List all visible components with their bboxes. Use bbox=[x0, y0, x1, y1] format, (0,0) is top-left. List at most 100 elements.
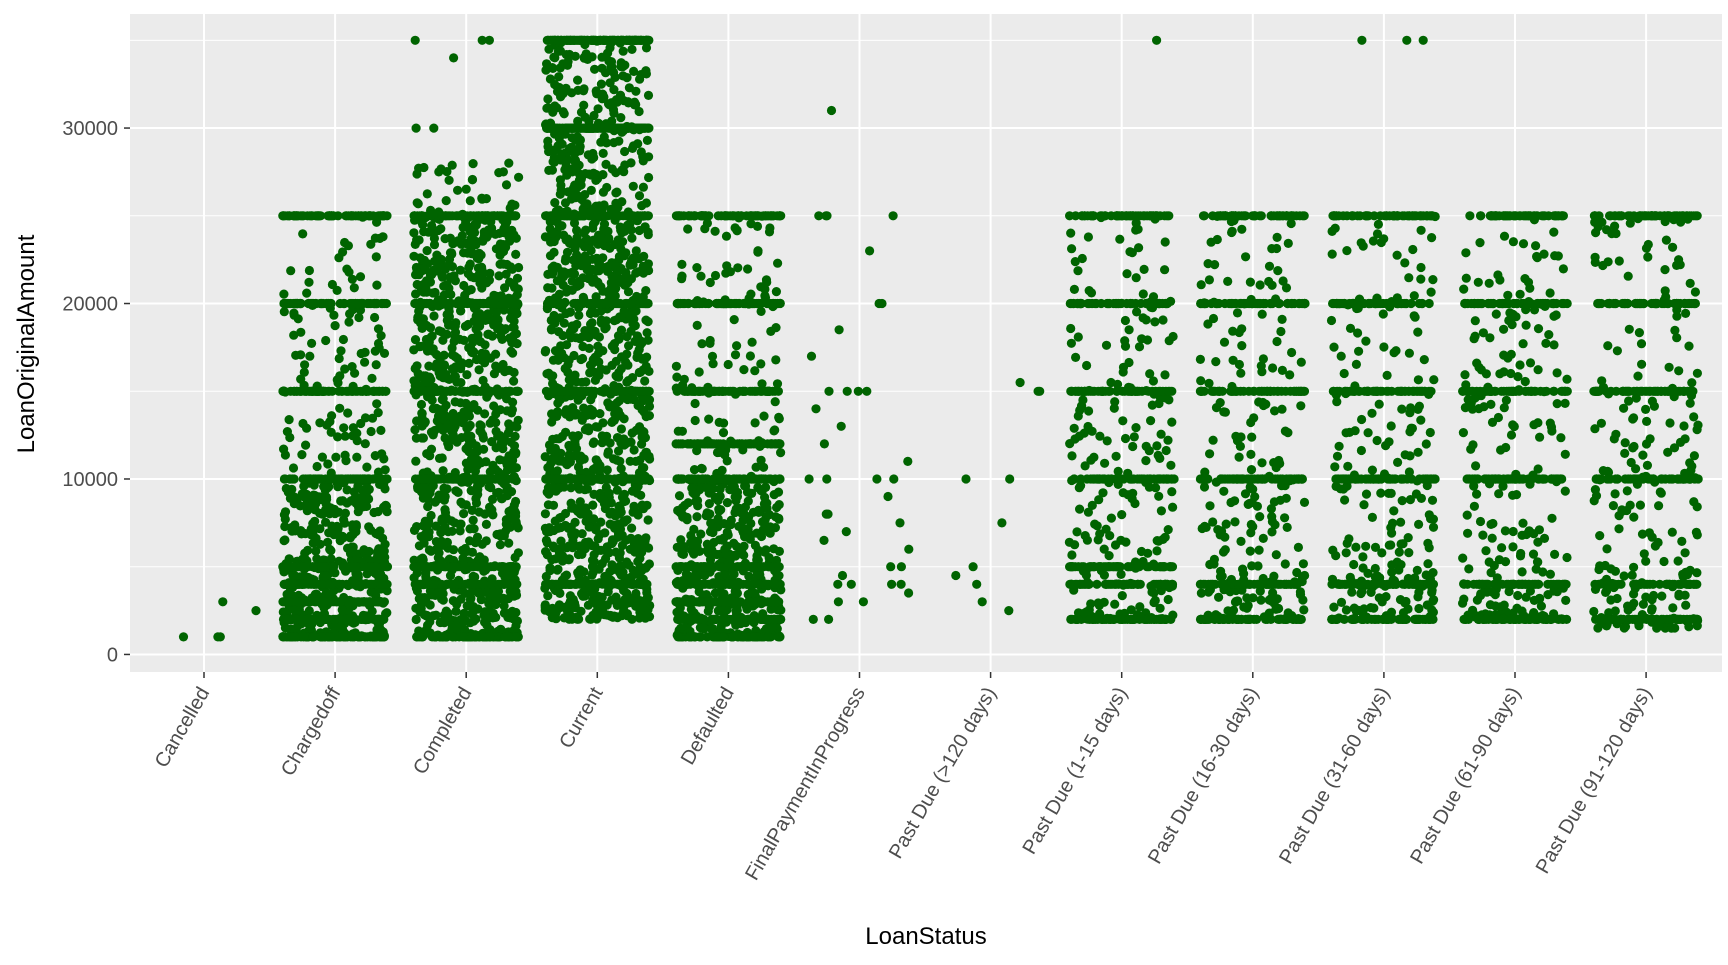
point-completed bbox=[437, 514, 446, 523]
point-chargedoff bbox=[321, 518, 330, 527]
point-current bbox=[633, 489, 642, 498]
point-completed bbox=[482, 278, 491, 287]
point-current bbox=[599, 188, 608, 197]
point-cancelled bbox=[213, 632, 222, 641]
point-completed bbox=[412, 378, 421, 387]
point-completed bbox=[475, 322, 484, 331]
point-chargedoff bbox=[382, 502, 391, 511]
point-chargedoff bbox=[365, 547, 374, 556]
point-current bbox=[644, 228, 653, 237]
point-defaulted bbox=[769, 544, 778, 553]
point-current bbox=[546, 74, 555, 83]
point-current bbox=[579, 542, 588, 551]
point-defaulted bbox=[676, 535, 685, 544]
point-completed bbox=[440, 505, 449, 514]
point-completed bbox=[420, 474, 429, 483]
point-current bbox=[640, 580, 649, 589]
point-current bbox=[637, 201, 646, 210]
point-completed bbox=[489, 211, 498, 220]
point-defaulted bbox=[749, 508, 758, 517]
point-current bbox=[628, 428, 637, 437]
point-completed bbox=[411, 457, 420, 466]
point-defaulted bbox=[724, 530, 733, 539]
point-current bbox=[542, 59, 551, 68]
point-chargedoff bbox=[344, 317, 353, 326]
point-defaulted bbox=[757, 532, 766, 541]
point-completed bbox=[454, 488, 463, 497]
point-current bbox=[624, 207, 633, 216]
point-defaulted bbox=[744, 497, 753, 506]
point-current bbox=[573, 614, 582, 623]
point-current bbox=[589, 355, 598, 364]
point-completed bbox=[439, 373, 448, 382]
point-current bbox=[631, 457, 640, 466]
point-current bbox=[554, 299, 563, 308]
point-completed bbox=[480, 340, 489, 349]
point-completed bbox=[491, 350, 500, 359]
point-completed bbox=[448, 161, 457, 170]
point-current bbox=[581, 113, 590, 122]
point-current bbox=[617, 571, 626, 580]
point-completed bbox=[438, 395, 447, 404]
point-chargedoff bbox=[292, 562, 301, 571]
point-chargedoff bbox=[330, 505, 339, 514]
point-completed bbox=[440, 492, 449, 501]
point-defaulted bbox=[692, 263, 701, 272]
point-completed bbox=[439, 484, 448, 493]
point-chargedoff bbox=[302, 502, 311, 511]
point-chargedoff bbox=[290, 492, 299, 501]
point-defaulted bbox=[774, 515, 783, 524]
point-completed bbox=[424, 387, 433, 396]
point-chargedoff bbox=[299, 632, 308, 641]
point-current bbox=[547, 325, 556, 334]
point-current bbox=[615, 252, 624, 261]
point-current bbox=[601, 68, 610, 77]
point-defaulted bbox=[719, 589, 728, 598]
point-current bbox=[554, 434, 563, 443]
point-completed bbox=[509, 299, 518, 308]
point-completed bbox=[506, 314, 515, 323]
point-completed bbox=[431, 362, 440, 371]
point-current bbox=[642, 353, 651, 362]
point-completed bbox=[510, 201, 519, 210]
point-chargedoff bbox=[307, 530, 316, 539]
point-completed bbox=[419, 227, 428, 236]
point-defaulted bbox=[776, 448, 785, 457]
point-current bbox=[541, 347, 550, 356]
point-chargedoff bbox=[335, 404, 344, 413]
point-completed bbox=[457, 580, 466, 589]
point-chargedoff bbox=[342, 211, 351, 220]
point-chargedoff bbox=[309, 538, 318, 547]
point-current bbox=[614, 335, 623, 344]
point-defaulted bbox=[743, 264, 752, 273]
point-defaulted bbox=[723, 498, 732, 507]
point-current bbox=[614, 407, 623, 416]
point-chargedoff bbox=[350, 495, 359, 504]
point-completed bbox=[422, 321, 431, 330]
point-current bbox=[572, 226, 581, 235]
point-completed bbox=[469, 159, 478, 168]
point-current bbox=[573, 76, 582, 85]
point-completed bbox=[504, 419, 513, 428]
point-defaulted bbox=[770, 490, 779, 499]
point-completed bbox=[469, 572, 478, 581]
point-current bbox=[595, 464, 604, 473]
point-current bbox=[590, 550, 599, 559]
point-current bbox=[613, 597, 622, 606]
point-completed bbox=[471, 219, 480, 228]
point-completed bbox=[495, 229, 504, 238]
point-current bbox=[642, 412, 651, 421]
point-completed bbox=[411, 36, 420, 45]
point-chargedoff bbox=[297, 450, 306, 459]
point-current bbox=[627, 524, 636, 533]
point-current bbox=[607, 282, 616, 291]
point-completed bbox=[422, 611, 431, 620]
point-current bbox=[549, 542, 558, 551]
point-current bbox=[592, 455, 601, 464]
point-current bbox=[554, 356, 563, 365]
point-current bbox=[623, 395, 632, 404]
point-current bbox=[559, 107, 568, 116]
point-chargedoff bbox=[340, 519, 349, 528]
point-current bbox=[591, 580, 600, 589]
point-chargedoff bbox=[372, 252, 381, 261]
